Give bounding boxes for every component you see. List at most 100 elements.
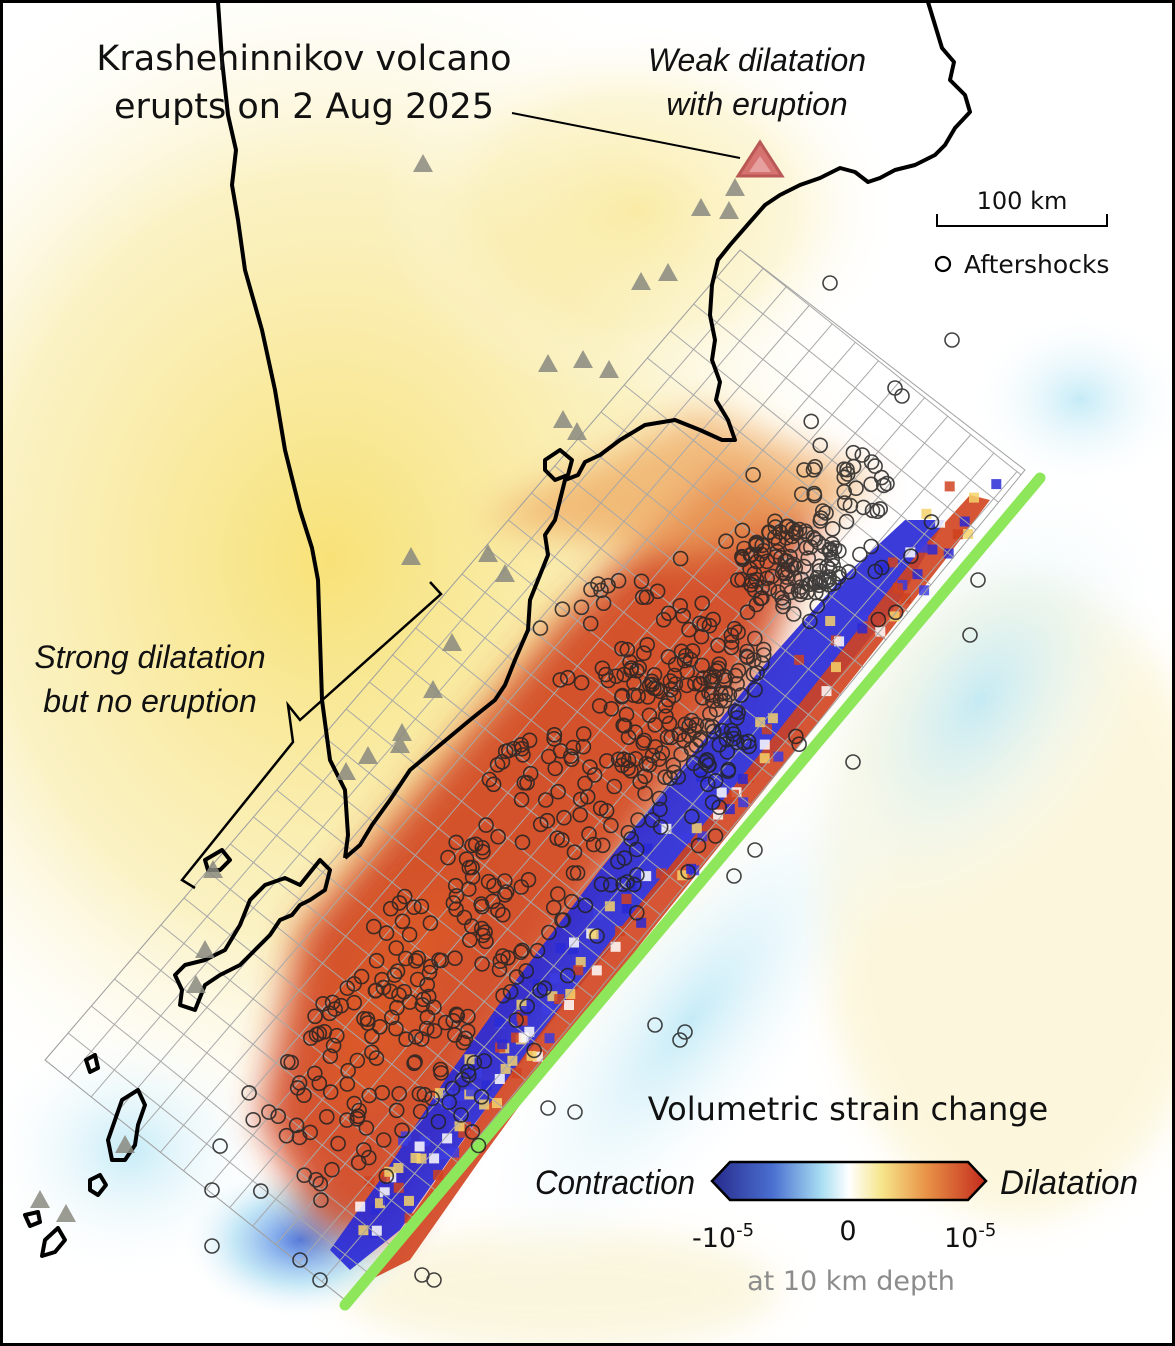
slip-pixel: [568, 944, 579, 955]
volcano-icon: [30, 1190, 50, 1208]
aftershock-icon: [626, 876, 642, 893]
slip-pixel: [464, 1054, 475, 1065]
dilatation-label: Dilatation: [1000, 1164, 1138, 1202]
aftershock-icon: [586, 767, 603, 783]
slip-pixel: [481, 1080, 492, 1091]
slip-pixel: [604, 901, 615, 912]
grid-line: [298, 452, 995, 1264]
aftershock-icon: [559, 669, 576, 686]
aftershock-icon: [666, 764, 682, 781]
aftershock-icon: [784, 521, 801, 537]
aftershock-icon: [739, 604, 756, 621]
aftershock-icon: [752, 590, 769, 607]
aftershock-icon: [699, 776, 716, 793]
aftershock-icon: [704, 794, 721, 811]
aftershock-icon: [589, 928, 605, 944]
aftershock-icon: [432, 1061, 449, 1078]
aftershock-icon: [754, 579, 771, 596]
grid-line: [321, 471, 1018, 1282]
aftershock-icon: [694, 657, 710, 674]
aftershock-icon: [970, 572, 986, 588]
aftershock-icon: [855, 499, 872, 516]
aftershock-icon: [490, 828, 506, 845]
aftershock-icon: [566, 844, 583, 861]
aftershock-icon: [836, 469, 853, 486]
aftershock-icon: [702, 706, 718, 722]
slip-pixel: [555, 943, 566, 954]
aftershock-icon: [680, 864, 696, 880]
slip-pixel: [518, 1032, 529, 1043]
aftershock-icon: [652, 683, 668, 700]
aftershock-icon: [826, 575, 842, 592]
aftershock-icon: [406, 899, 422, 916]
volcano-icon: [423, 680, 443, 698]
grid-line: [693, 303, 994, 545]
aftershock-icon: [593, 582, 609, 599]
aftershock-icon: [863, 538, 880, 555]
slip-pixel: [743, 772, 754, 783]
aftershock-icon: [623, 762, 639, 779]
aftershock-circles: [204, 275, 986, 1288]
aftershock-icon: [365, 918, 382, 935]
slip-pixel: [991, 479, 1002, 490]
aftershock-icon: [657, 698, 674, 714]
aftershock-icon: [803, 413, 820, 430]
slip-pixel: [642, 843, 653, 854]
aftershock-icon: [701, 685, 717, 701]
aftershock-icon: [545, 899, 562, 916]
grid-line: [716, 276, 1018, 518]
slip-pixel: [575, 957, 586, 967]
grid-line: [114, 978, 415, 1220]
aftershock-icon: [383, 1009, 400, 1026]
aftershock-icon: [460, 881, 477, 897]
aftershock-icon: [521, 732, 538, 749]
grid-line: [438, 600, 740, 842]
aftershock-icon: [522, 765, 539, 782]
slip-pixel: [520, 1006, 531, 1016]
weak-dilatation-line1: Weak dilatation: [648, 42, 866, 78]
aftershock-icon: [824, 551, 841, 568]
aftershock-icon: [540, 1100, 556, 1116]
aftershock-icon: [870, 611, 887, 628]
tick-max: 10-5: [944, 1220, 996, 1254]
aftershock-icon: [473, 896, 490, 912]
aftershock-icon: [340, 1062, 356, 1079]
aftershock-icon: [448, 834, 465, 851]
aftershock-icon: [775, 598, 791, 615]
aftershock-icon: [651, 751, 667, 767]
aftershock-icon: [623, 831, 639, 847]
aftershock-icon: [563, 893, 580, 910]
aftershock-icon: [581, 826, 597, 842]
aftershock-icon: [864, 502, 881, 519]
grid-line: [647, 357, 948, 599]
aftershock-icon: [292, 1252, 308, 1268]
weak-dilatation-line2: with eruption: [666, 86, 847, 122]
aftershock-icon: [690, 837, 707, 854]
aftershock-icon: [665, 757, 682, 774]
aftershock-icon: [382, 900, 399, 917]
aftershock-icon: [745, 652, 762, 668]
aftershock-icon: [634, 589, 651, 606]
aftershock-icon: [419, 976, 436, 993]
aftershock-icon: [641, 707, 658, 724]
aftershock-icon: [549, 830, 566, 847]
aftershock-icon: [349, 1052, 366, 1069]
aftershock-icon: [696, 616, 712, 633]
slip-pixel: [900, 593, 911, 604]
aftershock-icon: [513, 944, 529, 961]
aftershock-icon: [368, 1050, 385, 1066]
aftershock-icon: [356, 1010, 372, 1027]
aftershock-icon: [307, 1008, 323, 1025]
aftershock-icon: [541, 924, 557, 941]
aftershock-icon: [792, 586, 809, 603]
aftershock-icon: [394, 913, 411, 930]
aftershock-icon: [470, 1137, 487, 1154]
aftershock-icon: [416, 1086, 433, 1103]
aftershock-icon: [944, 332, 960, 348]
aftershock-icon: [455, 1034, 472, 1051]
krasheninnikov-volcano-icon: [735, 139, 785, 178]
aftershock-icon: [799, 526, 815, 542]
contraction-label: Contraction: [535, 1164, 695, 1202]
slip-pixel: [375, 1198, 385, 1209]
aftershock-icon: [745, 466, 761, 483]
